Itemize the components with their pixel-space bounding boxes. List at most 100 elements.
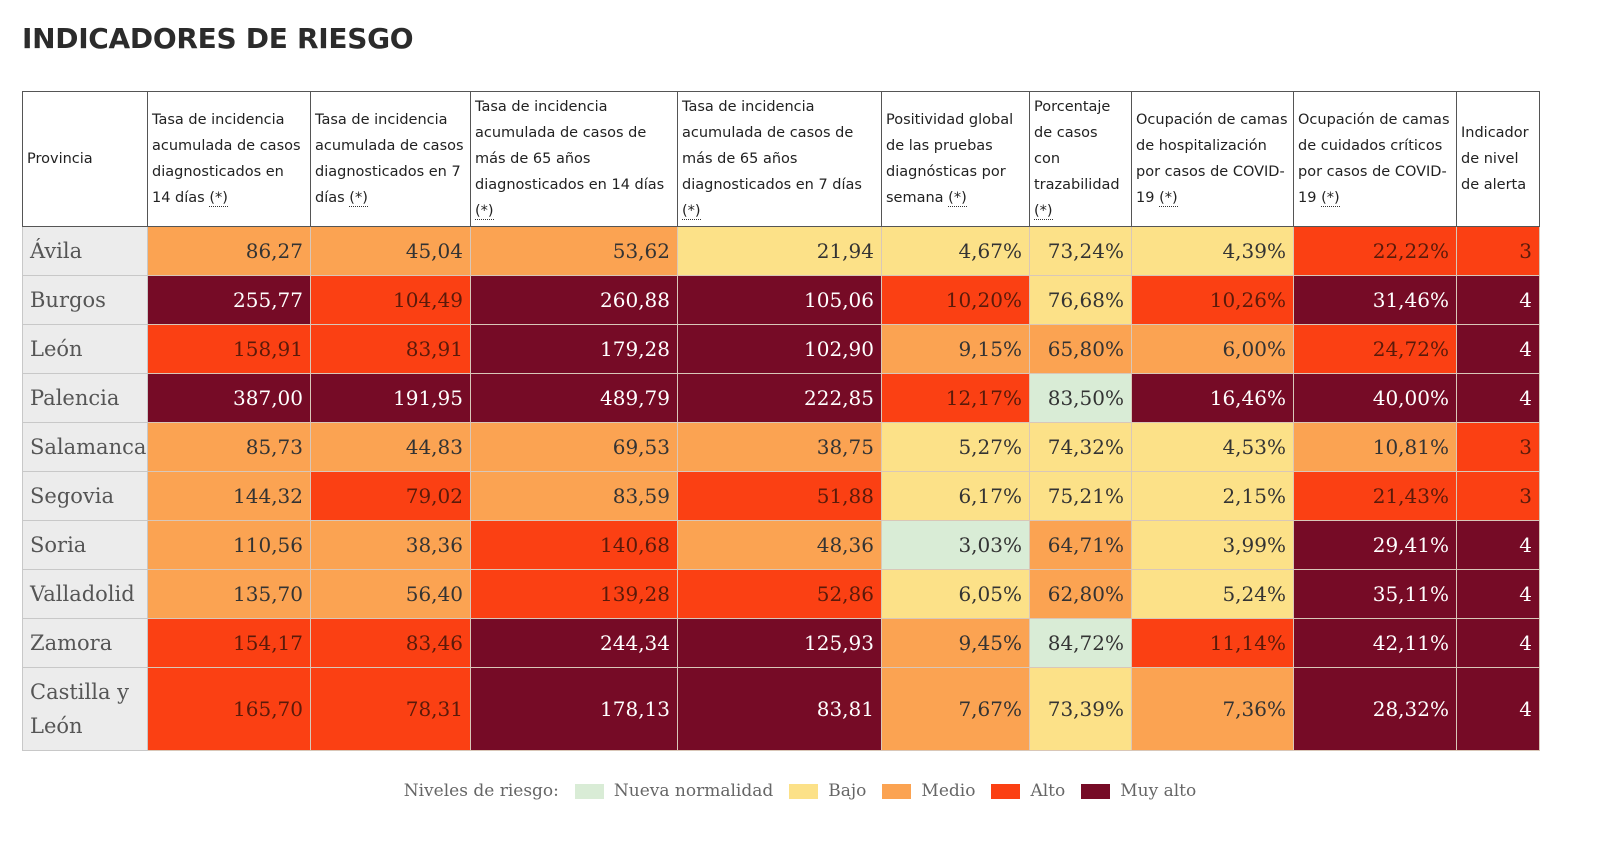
value-cell: 56,40 [310, 569, 471, 619]
value-cell: 35,11% [1293, 569, 1457, 619]
legend-item-label: Nueva normalidad [613, 781, 774, 801]
page-title: INDICADORES DE RIESGO [22, 22, 414, 55]
column-header-label: Tasa de incidencia acumulada de casos di… [315, 112, 464, 206]
legend-item-ma: Muy alto [1081, 781, 1196, 801]
value-cell: 144,32 [147, 471, 311, 521]
footnote-marker[interactable]: (*) [1159, 190, 1178, 207]
table-row: Segovia 144,32 79,02 83,59 51,88 6,17% 75,21% 2… [22, 471, 1540, 521]
column-header-label: Provincia [27, 151, 93, 167]
footnote-marker[interactable]: (*) [682, 203, 701, 220]
province-cell: León [22, 324, 148, 374]
footnote-marker[interactable]: (*) [1034, 203, 1053, 220]
value-cell: 84,72% [1029, 618, 1132, 668]
table-body: Ávila 86,27 45,04 53,62 21,94 4,67% 73,24% 4,39… [22, 226, 1540, 751]
value-cell: 29,41% [1293, 520, 1457, 570]
value-cell: 38,75 [677, 422, 882, 472]
value-cell: 38,36 [310, 520, 471, 570]
province-cell: Salamanca [22, 422, 148, 472]
value-cell: 9,45% [881, 618, 1030, 668]
value-cell: 45,04 [310, 226, 471, 276]
value-cell: 4,39% [1131, 226, 1294, 276]
legend-item-a: Alto [991, 781, 1065, 801]
value-cell: 7,36% [1131, 667, 1294, 751]
value-cell: 21,43% [1293, 471, 1457, 521]
province-cell: Segovia [22, 471, 148, 521]
province-cell: Valladolid [22, 569, 148, 619]
value-cell: 3 [1456, 226, 1540, 276]
risk-indicators-table: Provincia Tasa de incidencia acumulada de… [22, 91, 1540, 751]
value-cell: 178,13 [470, 667, 678, 751]
value-cell: 244,34 [470, 618, 678, 668]
province-cell: Castilla y León [22, 667, 148, 751]
value-cell: 4,67% [881, 226, 1030, 276]
legend-swatch [1081, 783, 1111, 799]
value-cell: 22,22% [1293, 226, 1457, 276]
value-cell: 4 [1456, 569, 1540, 619]
column-header-label: Porcentaje de casos con trazabilidad [1034, 99, 1120, 193]
value-cell: 83,81 [677, 667, 882, 751]
value-cell: 31,46% [1293, 275, 1457, 325]
column-header-label: Indicador de nivel de alerta [1461, 125, 1529, 193]
value-cell: 28,32% [1293, 667, 1457, 751]
column-header-4: Tasa de incidencia acumulada de casos de… [470, 91, 678, 227]
value-cell: 83,59 [470, 471, 678, 521]
value-cell: 3 [1456, 471, 1540, 521]
value-cell: 3 [1456, 422, 1540, 472]
column-header-6: Positividad global de las pruebas diagnó… [881, 91, 1030, 227]
value-cell: 139,28 [470, 569, 678, 619]
value-cell: 179,28 [470, 324, 678, 374]
province-cell: Ávila [22, 226, 148, 276]
value-cell: 255,77 [147, 275, 311, 325]
value-cell: 4 [1456, 373, 1540, 423]
value-cell: 6,17% [881, 471, 1030, 521]
column-header-3: Tasa de incidencia acumulada de casos di… [310, 91, 471, 227]
value-cell: 24,72% [1293, 324, 1457, 374]
table-row: Ávila 86,27 45,04 53,62 21,94 4,67% 73,24% 4,39… [22, 226, 1540, 276]
column-header-label: Tasa de incidencia acumulada de casos de… [475, 99, 665, 193]
value-cell: 5,24% [1131, 569, 1294, 619]
table-row: Salamanca 85,73 44,83 69,53 38,75 5,27% 74,32%… [22, 422, 1540, 472]
column-header-label: Ocupación de camas de cuidados críticos … [1298, 112, 1450, 206]
footnote-marker[interactable]: (*) [349, 190, 368, 207]
value-cell: 74,32% [1029, 422, 1132, 472]
value-cell: 73,24% [1029, 226, 1132, 276]
value-cell: 83,46 [310, 618, 471, 668]
value-cell: 64,71% [1029, 520, 1132, 570]
value-cell: 104,49 [310, 275, 471, 325]
footnote-marker[interactable]: (*) [475, 203, 494, 220]
value-cell: 75,21% [1029, 471, 1132, 521]
value-cell: 9,15% [881, 324, 1030, 374]
legend-item-label: Medio [921, 781, 976, 801]
value-cell: 76,68% [1029, 275, 1132, 325]
value-cell: 6,05% [881, 569, 1030, 619]
footnote-marker[interactable]: (*) [1321, 190, 1340, 207]
value-cell: 2,15% [1131, 471, 1294, 521]
value-cell: 86,27 [147, 226, 311, 276]
value-cell: 10,81% [1293, 422, 1457, 472]
legend-label: Niveles de riesgo: [403, 781, 559, 801]
value-cell: 4 [1456, 275, 1540, 325]
column-header-1: Provincia [22, 91, 148, 227]
value-cell: 110,56 [147, 520, 311, 570]
value-cell: 4,53% [1131, 422, 1294, 472]
value-cell: 51,88 [677, 471, 882, 521]
value-cell: 52,86 [677, 569, 882, 619]
value-cell: 16,46% [1131, 373, 1294, 423]
column-header-10: Indicador de nivel de alerta [1456, 91, 1540, 227]
value-cell: 102,90 [677, 324, 882, 374]
value-cell: 4 [1456, 667, 1540, 751]
table-row: Valladolid 135,70 56,40 139,28 52,86 6,05% 62,… [22, 569, 1540, 619]
value-cell: 260,88 [470, 275, 678, 325]
value-cell: 78,31 [310, 667, 471, 751]
value-cell: 222,85 [677, 373, 882, 423]
value-cell: 5,27% [881, 422, 1030, 472]
legend-item-m: Medio [882, 781, 975, 801]
value-cell: 79,02 [310, 471, 471, 521]
footnote-marker[interactable]: (*) [948, 190, 967, 207]
column-header-label: Positividad global de las pruebas diagnó… [886, 112, 1014, 206]
footnote-marker[interactable]: (*) [209, 190, 228, 207]
province-cell: Palencia [22, 373, 148, 423]
value-cell: 53,62 [470, 226, 678, 276]
value-cell: 3,99% [1131, 520, 1294, 570]
value-cell: 83,50% [1029, 373, 1132, 423]
